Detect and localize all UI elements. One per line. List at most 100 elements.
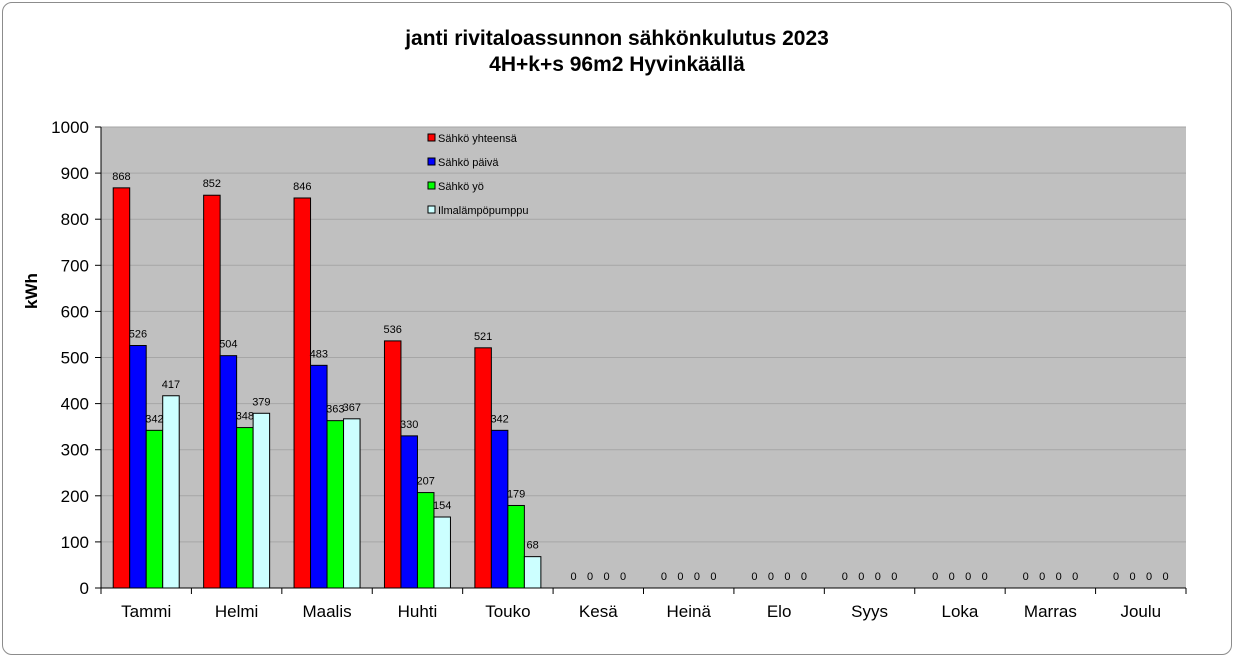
data-label: 154 [433, 500, 451, 512]
bar [326, 420, 345, 589]
data-label: 0 [677, 571, 683, 583]
chart-subtitle: 4H+k+s 96m2 Hyvinkäällä [489, 53, 745, 76]
data-label: 0 [1023, 571, 1029, 583]
data-label: 0 [965, 571, 971, 583]
y-tick-label: 700 [61, 256, 89, 275]
y-tick-label: 200 [61, 487, 89, 506]
data-label: 379 [252, 396, 270, 408]
data-label: 0 [801, 571, 807, 583]
bar [112, 187, 131, 589]
legend-entry: Ilmalämpöpumppu [438, 205, 529, 217]
legend-swatch [427, 205, 436, 214]
x-tick-label: Huhti [398, 602, 438, 621]
y-tick-label: 900 [61, 164, 89, 183]
data-label: 0 [949, 571, 955, 583]
y-tick-label: 500 [61, 349, 89, 368]
legend: Sähkö yhteensä Sähkö päivä Sähkö yö Ilmaläm… [427, 133, 529, 217]
legend-swatch [427, 133, 436, 142]
data-label: 0 [603, 571, 609, 583]
chart-title: janti rivitaloassunnon sähkönkulutus 202… [405, 27, 829, 50]
data-label: 0 [587, 571, 593, 583]
y-tick-label: 100 [61, 533, 89, 552]
data-label: 367 [343, 402, 361, 414]
data-label: 483 [310, 348, 328, 360]
x-tick-label: Loka [942, 602, 979, 621]
y-tick-label: 400 [61, 395, 89, 414]
legend-entry: Sähkö yö [438, 181, 484, 193]
axes: 0 100 200 300 400 500 600 700 800 900 1000 Tammi Hel… [51, 118, 1187, 621]
x-tick-label: Joulu [1120, 602, 1161, 621]
data-label: 68 [527, 540, 539, 552]
data-label: 0 [694, 571, 700, 583]
bar [219, 355, 238, 589]
data-label: 0 [751, 571, 757, 583]
bar [507, 504, 525, 589]
data-label: 0 [768, 571, 774, 583]
x-tick-label: Helmi [215, 602, 258, 621]
data-label: 0 [661, 571, 667, 583]
bar [129, 345, 147, 589]
data-label: 0 [932, 571, 938, 583]
data-label: 504 [219, 339, 237, 351]
data-label: 868 [112, 171, 130, 183]
legend-swatch [427, 181, 436, 190]
data-label: 0 [710, 571, 716, 583]
x-tick-label: Elo [767, 602, 792, 621]
legend-entry: Sähkö yhteensä [438, 133, 518, 145]
bar [310, 364, 328, 589]
bar [383, 340, 402, 589]
y-tick-label: 1000 [51, 118, 89, 137]
data-label: 0 [1162, 571, 1168, 583]
data-label: 207 [417, 476, 435, 488]
x-tick-label: Syys [851, 602, 888, 621]
data-label: 0 [875, 571, 881, 583]
bar [433, 516, 451, 589]
data-label: 0 [842, 571, 848, 583]
x-tick-label: Marras [1024, 602, 1077, 621]
legend-swatch [427, 157, 436, 166]
bar [293, 197, 312, 589]
bar [490, 429, 509, 589]
data-label: 363 [326, 404, 344, 416]
data-label: 330 [400, 419, 418, 431]
y-tick-label: 600 [61, 302, 89, 321]
data-label: 342 [145, 413, 163, 425]
bar [523, 556, 542, 589]
x-tick-label: Touko [485, 602, 530, 621]
data-label: 846 [293, 181, 311, 193]
bar [203, 194, 221, 589]
x-tick-label: Maalis [302, 602, 351, 621]
bar [236, 427, 254, 589]
bar [343, 418, 361, 589]
data-label: 0 [891, 571, 897, 583]
data-label: 0 [1129, 571, 1135, 583]
y-tick-label: 800 [61, 210, 89, 229]
y-tick-label: 0 [80, 579, 89, 598]
bar [145, 429, 164, 589]
data-label: 0 [1056, 571, 1062, 583]
data-label: 0 [1146, 571, 1152, 583]
bar [252, 412, 271, 589]
data-label: 417 [162, 379, 180, 391]
bar [400, 435, 418, 589]
data-label: 852 [203, 178, 221, 190]
bar [474, 347, 492, 589]
data-label: 0 [1072, 571, 1078, 583]
bars [112, 187, 542, 589]
data-label: 0 [982, 571, 988, 583]
legend-entry: Sähkö päivä [438, 157, 499, 169]
data-label: 0 [1113, 571, 1119, 583]
data-label: 0 [858, 571, 864, 583]
data-label: 536 [384, 324, 402, 336]
data-label: 179 [507, 488, 525, 500]
x-tick-label: Kesä [579, 602, 618, 621]
gridlines [101, 126, 1186, 543]
data-label: 0 [784, 571, 790, 583]
data-label: 0 [1039, 571, 1045, 583]
x-tick-label: Tammi [121, 602, 171, 621]
data-label: 521 [474, 331, 492, 343]
data-label: 526 [129, 329, 147, 341]
bar [416, 492, 435, 589]
